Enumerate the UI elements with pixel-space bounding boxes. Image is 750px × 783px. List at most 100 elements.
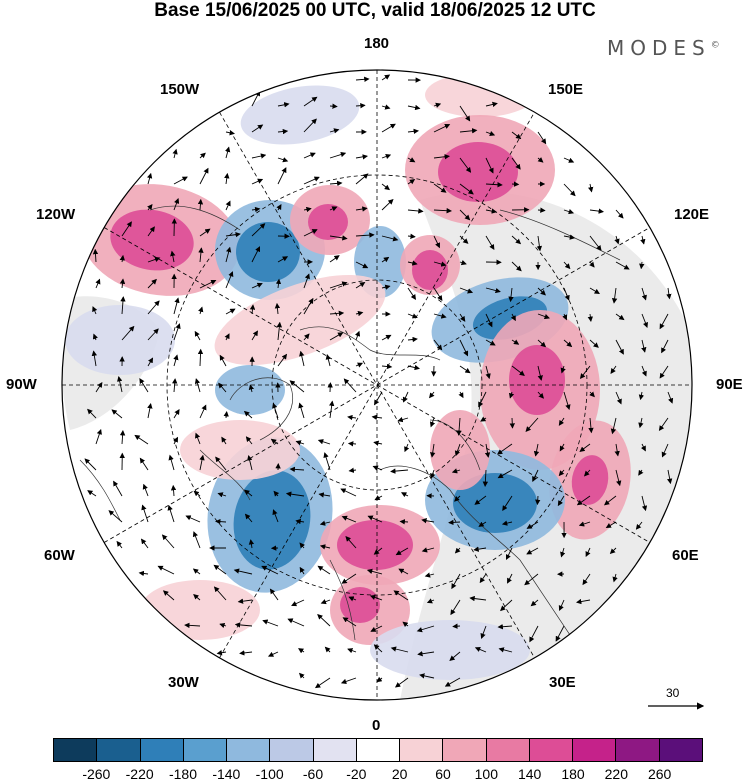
wind-vector: [583, 469, 591, 477]
wind-vector: [157, 565, 175, 575]
wind-vector: [347, 441, 357, 447]
wind-vector: [615, 209, 624, 219]
wind-vector: [170, 484, 177, 497]
wind-vector: [479, 573, 487, 584]
wind-vector: [478, 521, 487, 527]
wind-vector: [433, 183, 447, 193]
wind-vector: [197, 198, 204, 211]
wind-vector: [303, 176, 320, 185]
wind-vector: [381, 153, 392, 160]
wind-vector: [605, 521, 617, 529]
wind-vector: [459, 287, 474, 294]
wind-vector: [482, 469, 489, 487]
wind-vector: [225, 246, 232, 263]
wind-vector: [147, 256, 161, 263]
wind-vector: [585, 547, 591, 558]
wind-vector: [197, 348, 204, 367]
wind-vector: [324, 646, 331, 653]
wind-vector: [452, 623, 461, 629]
wind-vector: [511, 339, 520, 345]
wind-vector: [139, 378, 149, 393]
wind-vector: [444, 677, 461, 687]
wind-vector: [355, 282, 366, 289]
wind-vector: [485, 157, 494, 174]
high-anomaly: [425, 73, 535, 117]
wind-vector: [424, 572, 435, 578]
wind-vector: [199, 228, 211, 237]
wind-vector: [407, 233, 416, 239]
wind-vector: [248, 539, 255, 549]
wind-vector: [170, 250, 176, 263]
wind-vector: [498, 647, 513, 653]
wind-vector: [299, 542, 305, 549]
wind-vector: [485, 101, 498, 108]
wind-vector: [484, 443, 491, 458]
wind-vector: [536, 235, 543, 252]
wind-vector: [459, 260, 467, 266]
wind-vector: [588, 417, 594, 434]
brand-mark: ©: [710, 40, 720, 51]
wind-vector: [587, 313, 594, 322]
wind-vector: [426, 598, 435, 604]
wind-vector: [303, 273, 310, 289]
wind-vector: [147, 172, 153, 185]
brand-logo: MODES©: [607, 36, 720, 60]
wind-vector: [511, 365, 525, 376]
wind-vector: [526, 547, 539, 555]
wind-vector: [141, 504, 149, 523]
low-anomaly: [240, 85, 360, 145]
wind-vector: [298, 672, 305, 679]
wind-vector: [537, 207, 546, 213]
wind-vector: [454, 495, 461, 502]
wind-vector: [243, 410, 253, 419]
wind-vector: [485, 313, 493, 328]
wind-vector: [510, 313, 516, 322]
wind-vector: [485, 339, 496, 346]
wind-vector: [641, 495, 648, 512]
wind-vector: [244, 489, 253, 497]
wind-vector: [95, 278, 101, 289]
wind-vector: [92, 248, 99, 263]
wind-vector: [213, 564, 227, 575]
wind-vector: [563, 261, 571, 270]
wind-vector: [433, 235, 440, 249]
wind-vector: [244, 513, 253, 523]
wind-vector: [449, 651, 461, 661]
wind-vector: [640, 443, 646, 452]
lon-label-60e: 60E: [672, 547, 699, 564]
wind-vector: [558, 599, 565, 612]
wind-vector: [120, 296, 126, 315]
wind-vector: [469, 595, 487, 602]
wind-vector: [147, 300, 160, 315]
wind-vector: [111, 409, 123, 419]
wind-vector: [509, 417, 515, 429]
wind-vector: [501, 520, 513, 526]
colorbar-swatch: [182, 739, 227, 761]
wind-vector: [95, 428, 102, 445]
wind-vector: [505, 547, 513, 561]
wind-vector: [343, 378, 357, 393]
wind-vector: [433, 102, 442, 108]
wind-vector: [407, 128, 419, 135]
meridian: [219, 112, 535, 658]
wind-vector: [589, 391, 595, 398]
wind-vector: [215, 518, 227, 525]
lon-label-150e: 150E: [548, 81, 584, 98]
colorbar-labels: -260 -220 -180 -140 -100 -60 -20 20 60 100 140 180 2…: [0, 766, 750, 782]
wind-vector: [329, 103, 338, 109]
map-boundary: [61, 69, 693, 701]
wind-vector: [291, 599, 305, 607]
wind-vector: [162, 590, 175, 601]
wind-vector: [373, 644, 383, 653]
lon-label-60w: 60W: [44, 547, 75, 564]
wind-vector: [161, 534, 175, 549]
wind-vector: [589, 339, 599, 348]
low-anomaly-core: [236, 222, 300, 282]
low-anomaly: [65, 305, 175, 375]
wind-vector: [381, 235, 399, 242]
wind-vector: [433, 313, 447, 319]
wind-vector: [348, 596, 357, 602]
wind-vector: [555, 625, 565, 642]
wind-vector: [537, 313, 550, 320]
wind-vector: [474, 646, 487, 653]
